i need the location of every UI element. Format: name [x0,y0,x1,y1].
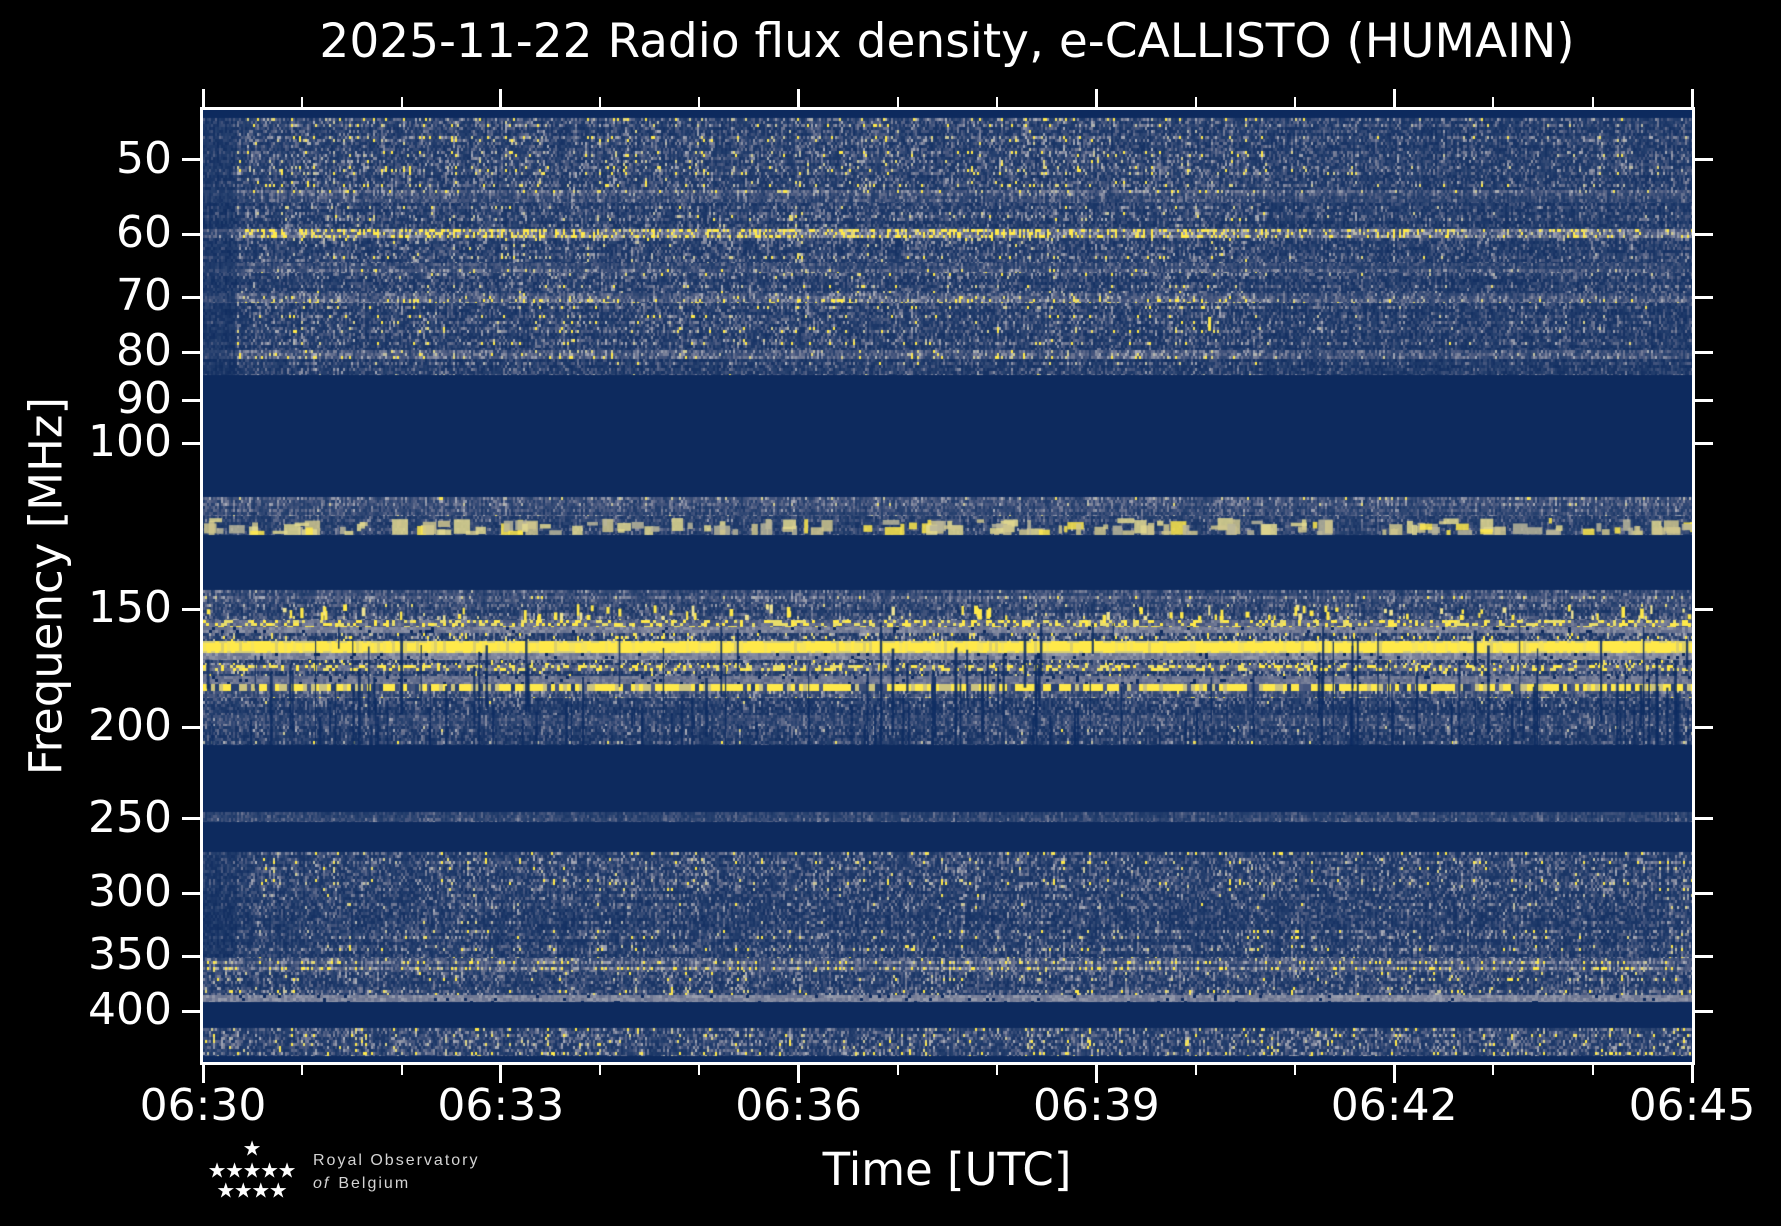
y-major-tick [182,817,200,821]
logo-text-line2: of Belgium [313,1175,410,1193]
y-major-tick [182,891,200,895]
y-major-tick [182,441,200,445]
logo-text-line1: Royal Observatory [313,1152,480,1169]
x-minor-tick [1492,1065,1495,1075]
x-minor-tick-top [1492,97,1495,107]
y-tick-label: 150 [88,582,172,634]
x-minor-tick-top [301,97,304,107]
x-minor-tick [1591,1065,1594,1075]
x-minor-tick-top [698,97,701,107]
y-tick-label: 400 [88,984,172,1036]
x-tick-label: 06:45 [1628,1080,1756,1131]
y-major-tick [182,954,200,958]
y-major-tick-right [1695,725,1713,729]
plot-area [200,107,1695,1065]
x-major-tick-top [1392,89,1396,107]
y-major-tick [182,232,200,236]
y-major-tick-right [1695,441,1713,445]
x-major-tick-top [201,89,205,107]
x-minor-tick [1293,1065,1296,1075]
x-tick-label: 06:42 [1330,1080,1458,1131]
y-tick-label: 60 [116,207,172,259]
y-tick-label: 90 [116,373,172,425]
logo-text-of: of [313,1175,331,1192]
x-minor-tick [301,1065,304,1075]
y-tick-label: 100 [88,416,172,468]
x-major-tick [499,1065,503,1083]
x-major-tick-top [1690,89,1694,107]
logo-star-icon: ★ [225,1158,244,1183]
logo-star-icon: ★ [233,1178,253,1203]
x-tick-label: 06:33 [437,1080,565,1131]
x-axis-label: Time [UTC] [822,1143,1072,1196]
x-minor-tick-top [896,97,899,107]
y-tick-label: 70 [116,270,172,322]
x-minor-tick-top [1293,97,1296,107]
y-tick-label: 300 [88,866,172,918]
y-major-tick [182,398,200,402]
y-tick-label: 50 [116,132,172,184]
y-tick-label: 80 [116,325,172,377]
y-major-tick [182,295,200,299]
x-tick-label: 06:30 [139,1080,267,1131]
y-major-tick [182,350,200,354]
logo-star-icon: ★ [207,1158,227,1183]
x-minor-tick [599,1065,602,1075]
y-major-tick [182,607,200,611]
x-major-tick [1094,1065,1098,1083]
y-major-tick [182,1009,200,1013]
logo-star-icon: ★ [242,1158,262,1183]
logo-text-belgium: Belgium [338,1175,411,1192]
x-major-tick [797,1065,801,1083]
spectrogram-canvas [203,110,1692,1062]
y-major-tick [182,158,200,162]
y-major-tick-right [1695,398,1713,402]
y-major-tick-right [1695,295,1713,299]
y-tick-label: 350 [88,929,172,981]
x-major-tick-top [1094,89,1098,107]
x-major-tick [1690,1065,1694,1083]
y-tick-label: 250 [88,791,172,843]
chart-title: 2025-11-22 Radio flux density, e-CALLIST… [319,14,1575,69]
y-major-tick-right [1695,158,1713,162]
y-major-tick [182,725,200,729]
x-minor-tick-top [996,97,999,107]
x-minor-tick [896,1065,899,1075]
x-minor-tick [1194,1065,1197,1075]
y-major-tick-right [1695,607,1713,611]
logo-star-icon: ★ [277,1158,297,1183]
y-tick-label: 200 [88,700,172,752]
x-tick-label: 06:39 [1032,1080,1160,1131]
y-major-tick-right [1695,954,1713,958]
x-minor-tick-top [599,97,602,107]
x-major-tick [201,1065,205,1083]
y-major-tick-right [1695,232,1713,236]
y-major-tick-right [1695,350,1713,354]
logo-star-icon: ★ [268,1178,288,1203]
logo-star-icon: ★ [216,1178,236,1203]
y-major-tick-right [1695,1009,1713,1013]
x-minor-tick [996,1065,999,1075]
y-major-tick-right [1695,891,1713,895]
x-minor-tick [698,1065,701,1075]
logo-star-icon: ★ [251,1178,271,1203]
x-major-tick-top [797,89,801,107]
x-major-tick-top [499,89,503,107]
x-tick-label: 06:36 [735,1080,862,1131]
x-minor-tick-top [400,97,403,107]
y-major-tick-right [1695,817,1713,821]
logo-star-icon: ★ [242,1136,262,1161]
x-minor-tick [400,1065,403,1075]
x-minor-tick-top [1591,97,1594,107]
x-major-tick [1392,1065,1396,1083]
logo-star-icon: ★ [260,1158,279,1183]
x-minor-tick-top [1194,97,1197,107]
